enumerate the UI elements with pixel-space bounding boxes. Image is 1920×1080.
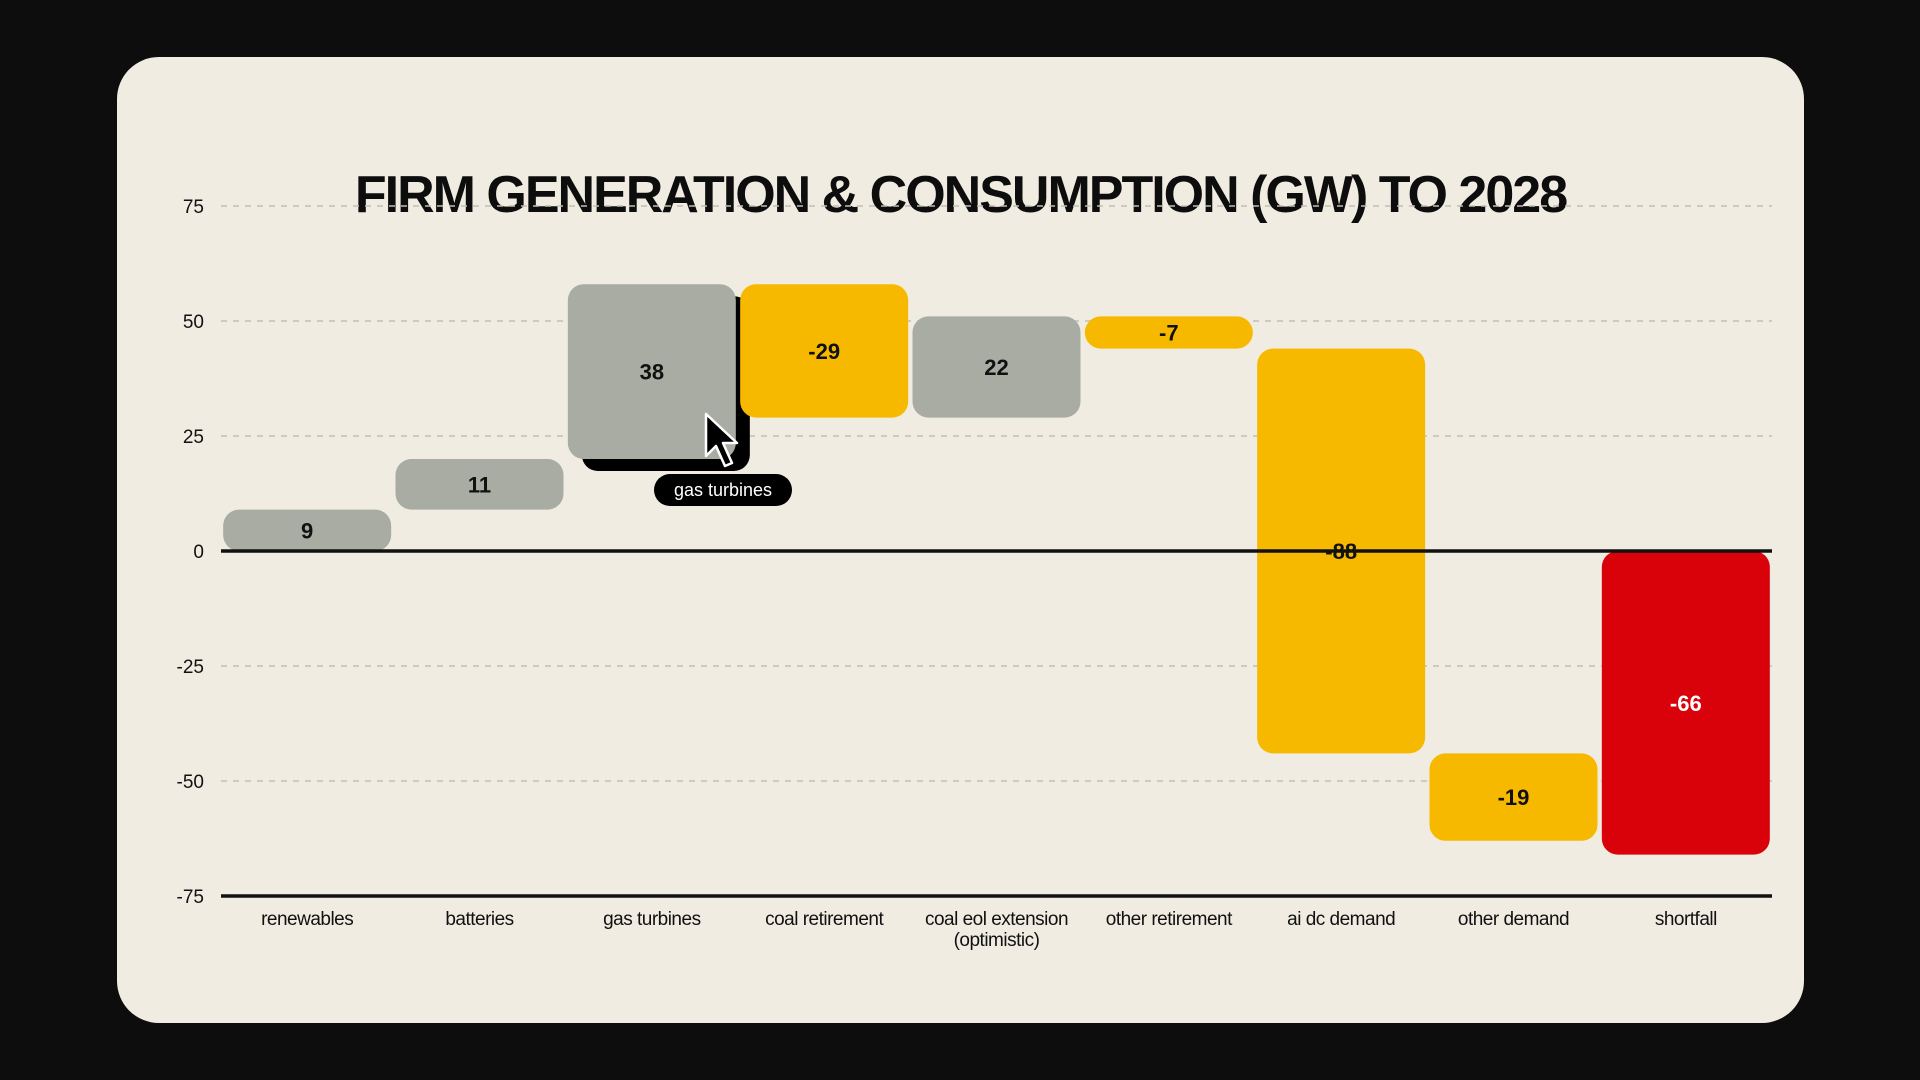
bar-value-label: 38 [640,360,664,385]
x-category-label: other retirement [1106,909,1233,930]
y-tick-label: 25 [183,427,204,448]
x-category-label: coal eol extension [925,909,1068,930]
x-category-label: other demand [1458,909,1569,930]
tooltip [654,474,792,506]
arrow-cursor-icon [704,412,739,468]
bar-batteries[interactable] [395,459,564,510]
axis-lines [221,549,1772,898]
bar-value-label: -19 [1498,785,1530,810]
chart-title: FIRM GENERATION & CONSUMPTION (GW) TO 20… [354,166,1568,224]
bar-shortfall[interactable] [1601,551,1770,855]
x-category-label: ai dc demand [1287,909,1395,930]
bar-value-label: 9 [301,518,313,543]
bar-other-demand[interactable] [1429,753,1598,841]
y-tick-label: -25 [177,657,204,678]
y-tick-label: -50 [177,772,204,793]
x-category-label: gas turbines [603,909,701,930]
y-axis-ticks: 75 50 25 0 -25 -50 -75 [177,197,204,908]
x-category-label: renewables [261,909,353,930]
bar-coal-eol-extension-optimistic[interactable] [912,316,1081,418]
bar-value-label: 22 [984,355,1008,380]
y-tick-label: 0 [193,542,204,563]
bar-value-label: -29 [808,339,840,364]
x-category-label: (optimistic) [954,930,1040,951]
y-tick-label: 75 [183,197,204,218]
bar-coal-retirement[interactable] [740,284,909,418]
x-category-label: coal retirement [765,909,884,930]
x-axis-labels: renewables batteries gas turbines coal reti… [261,909,1717,951]
y-tick-label: -75 [177,887,204,908]
bar-value-label: -66 [1670,691,1702,716]
x-category-label: shortfall [1655,909,1717,930]
bar-renewables[interactable] [223,509,392,551]
bar-value-label: 11 [468,472,491,497]
y-tick-label: 50 [183,312,204,333]
bar-value-label: -7 [1159,321,1179,346]
hover-overlay: gas turbines [654,412,792,506]
tooltip-label: gas turbines [674,480,772,500]
bar-other-retirement[interactable] [1084,316,1253,349]
x-category-label: batteries [445,909,513,930]
chart-card: FIRM GENERATION & CONSUMPTION (GW) TO 20… [117,57,1804,1023]
bar-gas-turbines[interactable] [567,284,736,459]
